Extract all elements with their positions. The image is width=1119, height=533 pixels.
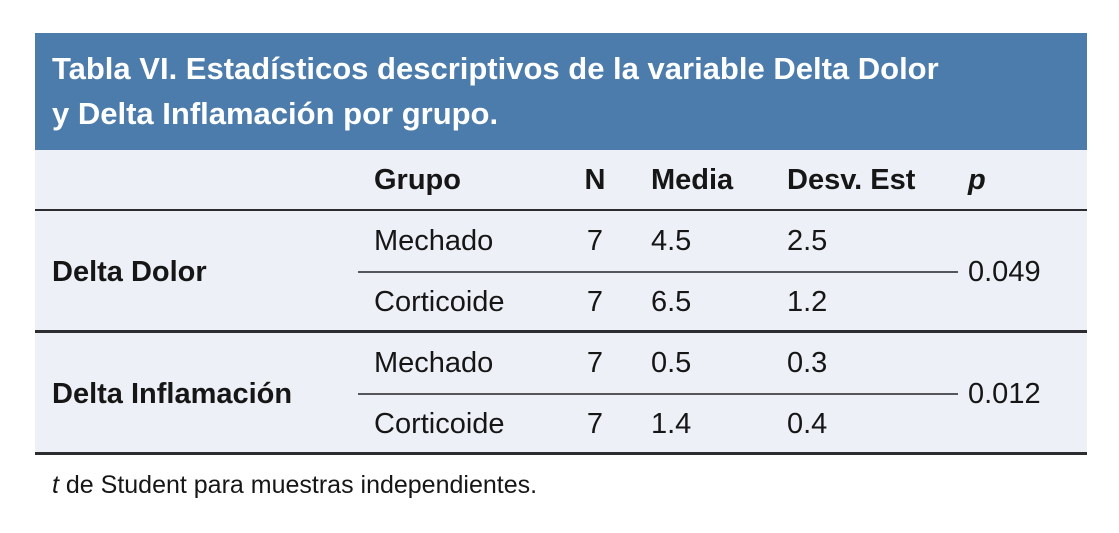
col-header-variable (35, 150, 372, 211)
rule-inner-group-2 (358, 393, 958, 395)
cell-desv: 1.2 (787, 286, 828, 318)
footnote-t-symbol: t (52, 471, 59, 499)
cell-media: 4.5 (651, 225, 692, 257)
rule-between-groups (35, 330, 1087, 333)
cell-n: 7 (586, 286, 604, 318)
table-grid: Grupo N Media Desv. Est p Delta Dolor Me… (35, 150, 1087, 455)
cell-grupo: Mechado (374, 225, 494, 257)
cell-p-delta-inflamacion: 0.012 (968, 377, 1041, 410)
rule-inner-group-1 (358, 271, 958, 273)
rule-table-bottom (35, 452, 1087, 455)
rule-below-header (35, 209, 1087, 211)
cell-media: 6.5 (651, 286, 692, 318)
cell-n: 7 (586, 347, 604, 379)
col-header-p: p (968, 164, 986, 196)
cell-media: 1.4 (651, 408, 692, 440)
row-label-delta-inflamacion: Delta Inflamación (52, 377, 293, 410)
cell-media: 0.5 (651, 347, 692, 379)
col-header-media: Media (651, 164, 734, 196)
footnote-text: de Student para muestras independientes. (58, 471, 538, 499)
cell-grupo: Mechado (374, 347, 494, 379)
cell-n: 7 (586, 408, 604, 440)
cell-grupo: Corticoide (374, 408, 505, 440)
table-title-line-1: Tabla VI. Estadísticos descriptivos de l… (52, 51, 939, 86)
cell-desv: 0.3 (787, 347, 828, 379)
cell-desv: 2.5 (787, 225, 828, 257)
row-label-delta-dolor: Delta Dolor (52, 255, 207, 288)
table-title-bar: Tabla VI. Estadísticos descriptivos de l… (35, 33, 1087, 150)
col-header-grupo: Grupo (374, 164, 461, 196)
cell-p-delta-dolor: 0.049 (968, 255, 1041, 288)
cell-n: 7 (586, 225, 604, 257)
statistics-table: Tabla VI. Estadísticos descriptivos de l… (35, 33, 1087, 500)
cell-desv: 0.4 (787, 408, 828, 440)
table-footnote: t de Student para muestras independiente… (52, 471, 1087, 500)
table-title-line-2: y Delta Inflamación por grupo. (52, 96, 499, 131)
cell-grupo: Corticoide (374, 286, 505, 318)
col-header-desv-est: Desv. Est (787, 164, 916, 196)
col-header-n: N (584, 164, 606, 196)
